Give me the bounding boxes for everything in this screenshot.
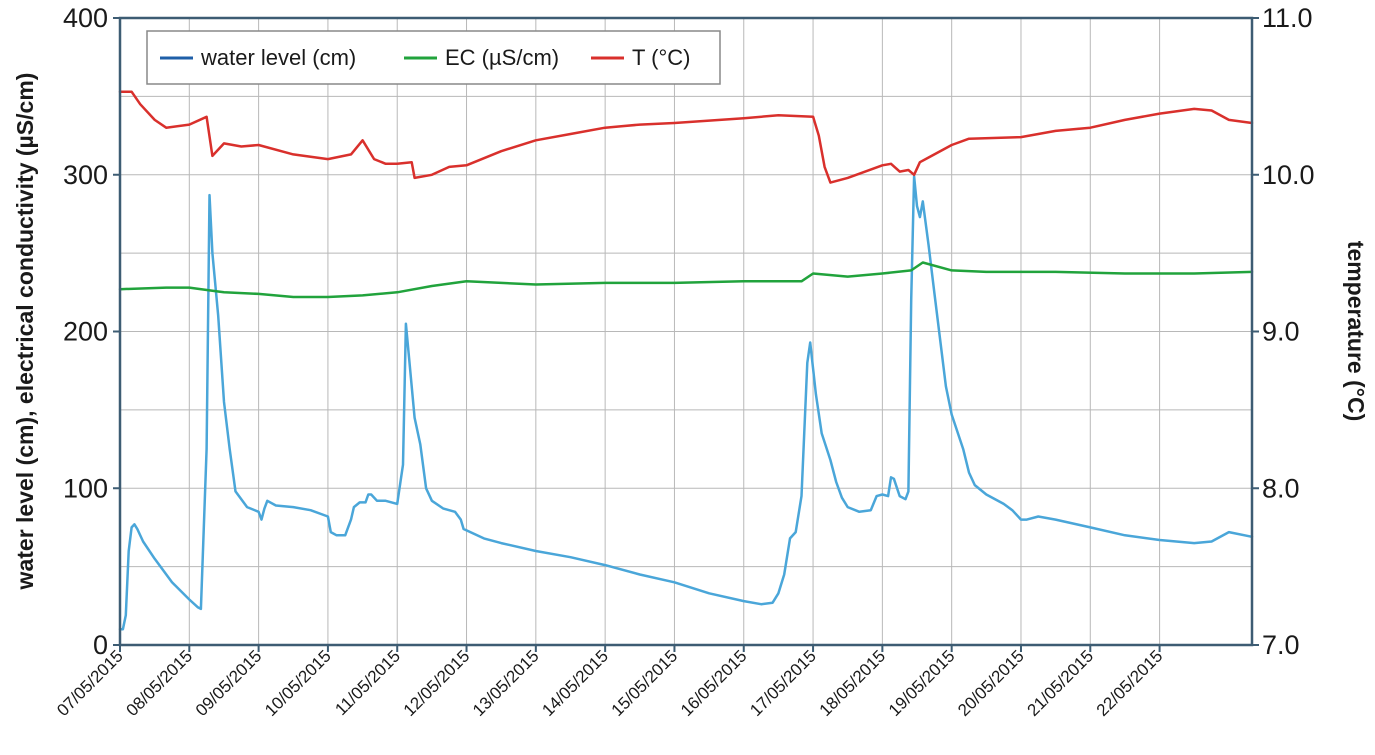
x-tick-label: 18/05/2015 [816, 646, 890, 720]
x-tick-label: 14/05/2015 [538, 646, 612, 720]
y-axis-left-title: water level (cm), electrical conductivit… [12, 73, 38, 591]
x-tick-label: 21/05/2015 [1024, 646, 1098, 720]
x-tick-label: 15/05/2015 [608, 646, 682, 720]
x-tick-label: 16/05/2015 [677, 646, 751, 720]
y2-tick-label: 9.0 [1262, 317, 1300, 347]
x-tick-label: 13/05/2015 [469, 646, 543, 720]
x-tick-label: 07/05/2015 [53, 646, 127, 720]
y2-tick-label: 7.0 [1262, 630, 1300, 660]
y-tick-label: 100 [63, 473, 108, 503]
legend-label-water-level: water level (cm) [200, 45, 356, 70]
series-line-water-level [118, 175, 1254, 631]
series-line-ec [118, 261, 1254, 299]
y2-tick-label: 8.0 [1262, 473, 1300, 503]
y-tick-label: 300 [63, 160, 108, 190]
y-tick-label: 200 [63, 317, 108, 347]
x-tick-label: 17/05/2015 [746, 646, 820, 720]
x-tick-label: 09/05/2015 [192, 646, 266, 720]
legend-label-temperature: T (°C) [632, 45, 691, 70]
x-tick-label: 19/05/2015 [885, 646, 959, 720]
x-tick-label: 22/05/2015 [1093, 646, 1167, 720]
y2-tick-label: 11.0 [1262, 3, 1313, 33]
series-line-temperature [118, 90, 1254, 184]
y-tick-label: 400 [63, 3, 108, 33]
x-tick-label: 08/05/2015 [123, 646, 197, 720]
tick-labels: 0 100 200 300 400 7.0 8.0 9.0 10.0 11.0 07/05/2015… [53, 3, 1314, 720]
x-tick-label: 11/05/2015 [331, 646, 404, 719]
y-tick-label: 0 [93, 630, 108, 660]
y-axis-right-title: temperature (°C) [1343, 241, 1369, 421]
series-lines [118, 90, 1254, 631]
y2-tick-label: 10.0 [1262, 160, 1315, 190]
x-tick-label: 20/05/2015 [954, 646, 1028, 720]
grid-lines [120, 18, 1252, 645]
legend-label-ec: EC (µS/cm) [445, 45, 559, 70]
legend: water level (cm) EC (µS/cm) T (°C) [146, 30, 721, 85]
x-tick-label: 10/05/2015 [261, 646, 335, 720]
x-tick-label: 12/05/2015 [400, 646, 474, 720]
